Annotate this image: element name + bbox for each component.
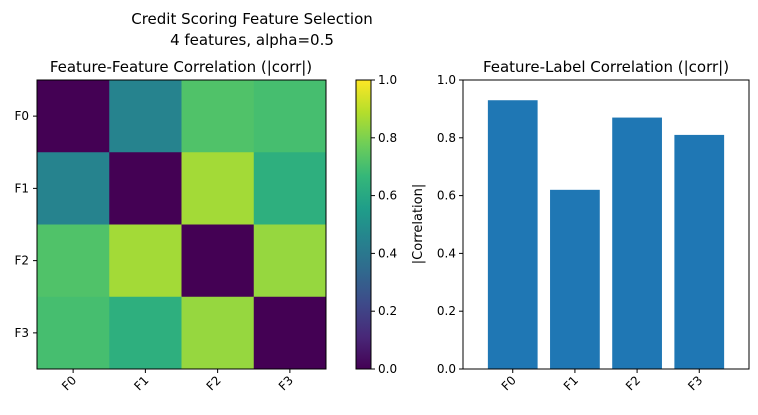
bar-x-tick-label: F3 [685, 373, 705, 393]
heatmap-cell-2-3 [253, 224, 327, 298]
bar-y-tick-label: 0.4 [437, 246, 456, 260]
heatmap-y-ticks: F0 F1 F2 F3 [14, 109, 37, 340]
colorbar-tick-label: 0.8 [378, 131, 397, 145]
bar-F1 [550, 189, 600, 369]
colorbar-ticks: 0.0 0.2 0.4 0.6 0.8 1.0 [371, 73, 397, 376]
heatmap-cells [37, 80, 327, 370]
bar-F2 [612, 117, 662, 369]
heatmap-cell-0-0 [37, 80, 110, 153]
bar-y-tick-label: 0.8 [437, 131, 456, 145]
heatmap-cell-3-0 [37, 296, 110, 370]
bar-y-tick-label: 1.0 [437, 73, 456, 87]
heatmap-frame [36, 79, 327, 370]
heatmap-y-tick-label: F2 [14, 254, 29, 268]
figure-title-line2: 4 features, alpha=0.5 [170, 31, 334, 49]
heatmap-cell-0-3 [253, 80, 327, 153]
bar-y-axis-label: |Correlation| [411, 184, 426, 264]
colorbar-gradient [355, 79, 372, 370]
figure-title-line1: Credit Scoring Feature Selection [131, 10, 373, 28]
bar-F3 [674, 134, 725, 369]
bar-chart-title: Feature-Label Correlation (|corr|) [483, 58, 729, 76]
bar-axes-frame [462, 79, 750, 370]
heatmap-y-tick-label: F3 [14, 326, 29, 340]
heatmap-cell-1-3 [253, 152, 327, 225]
heatmap-cell-0-1 [109, 80, 182, 153]
colorbar-tick-label: 0.6 [378, 189, 397, 203]
colorbar-tick-label: 1.0 [378, 73, 397, 87]
bar-panel: Feature-Label Correlation (|corr|) F0 F1 F… [411, 58, 750, 393]
colorbar-tick-label: 0.0 [378, 362, 397, 376]
bar-x-ticks: F0 F1 F2 F3 [499, 369, 705, 393]
heatmap-y-tick-label: F0 [14, 109, 29, 123]
bar-y-tick-label: 0.2 [437, 304, 456, 318]
heatmap-x-tick-label: F1 [131, 373, 151, 393]
bar-y-tick-label: 0.6 [437, 189, 456, 203]
colorbar: 0.0 0.2 0.4 0.6 0.8 1.0 [355, 73, 397, 376]
heatmap-cell-3-2 [181, 296, 255, 370]
heatmap-cell-3-1 [109, 296, 182, 370]
heatmap-y-tick-label: F1 [14, 181, 29, 195]
bar-y-ticks: 0.0 0.2 0.4 0.6 0.8 1.0 [437, 73, 463, 376]
heatmap-x-tick-label: F2 [204, 373, 224, 393]
colorbar-tick-label: 0.4 [378, 246, 397, 260]
heatmap-cell-0-2 [181, 80, 255, 153]
bar-x-tick-label: F2 [623, 373, 643, 393]
bar-y-tick-label: 0.0 [437, 362, 456, 376]
heatmap-cell-2-0 [37, 224, 110, 298]
heatmap-cell-2-2 [181, 224, 255, 298]
heatmap-cell-2-1 [109, 224, 182, 298]
heatmap-cell-1-0 [37, 152, 110, 225]
heatmap-x-tick-label: F3 [276, 373, 296, 393]
colorbar-tick-label: 0.2 [378, 304, 397, 318]
bar-x-tick-label: F0 [499, 373, 519, 393]
heatmap-panel: Feature-Feature Correlation (|corr|) F0 F… [14, 58, 327, 393]
bar-x-tick-label: F1 [561, 373, 581, 393]
heatmap-cell-3-3 [253, 296, 327, 370]
heatmap-x-tick-label: F0 [59, 373, 79, 393]
heatmap-x-ticks: F0 F1 F2 F3 [59, 369, 296, 393]
bar-F0 [487, 100, 538, 369]
bar-series [487, 100, 725, 369]
heatmap-cell-1-1 [109, 152, 182, 225]
heatmap-cell-1-2 [181, 152, 255, 225]
heatmap-title: Feature-Feature Correlation (|corr|) [50, 58, 312, 76]
